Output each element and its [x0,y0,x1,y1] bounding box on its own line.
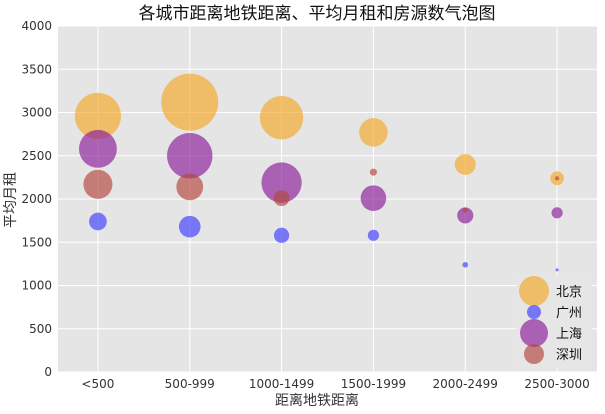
bubble-2-1 [89,212,107,231]
bubble-2-4 [367,229,380,241]
y-tick-label: 3500 [21,62,52,76]
bubble-4-1 [83,169,113,199]
x-tick-label: <500 [81,377,114,391]
bubble-1-5 [454,153,476,175]
y-tick-label: 1500 [21,235,52,249]
x-ticks: <500 500-999 1000-1499 1500-1999 2000-2499 25… [81,377,589,391]
bubble-3-2 [167,133,213,179]
bubble-4-4 [369,168,377,176]
y-tick-label: 4000 [21,19,52,33]
bubble-2-5 [462,261,469,268]
y-tick-label: 500 [29,322,52,336]
bubble-3-6 [551,207,563,219]
bubble-3-1 [78,129,117,168]
bubble-4-2 [176,173,204,201]
bubble-4-5 [462,207,468,213]
bubble-1-2 [161,73,219,131]
x-tick-label: 2000-2499 [433,377,498,391]
x-tick-label: 1500-1999 [341,377,406,391]
x-axis-label: 距离地铁距离 [275,392,359,409]
legend-label: 深圳 [556,348,582,363]
y-ticks: 0 500 1000 1500 2000 2500 3000 3500 4000 [21,19,52,379]
bubble-1-3 [259,96,304,140]
x-tick-label: 2500-3000 [524,377,589,391]
legend-marker [519,276,549,306]
x-tick-label: 1000-1499 [249,377,314,391]
legend-label: 北京 [556,285,582,300]
bubbles [74,73,564,272]
bubble-3-4 [360,185,387,211]
legend-marker [520,319,548,347]
y-tick-label: 3000 [21,106,52,120]
legend-label: 广州 [556,306,582,321]
y-tick-label: 1000 [21,279,52,293]
legend-label: 上海 [556,327,582,342]
x-tick-label: 500-999 [165,377,215,391]
y-axis-label: 平均月租 [3,172,19,228]
bubble-1-1 [74,92,121,140]
bubble-3-3 [261,162,302,203]
bubble-1-4 [359,118,388,147]
chart-title: 各城市距离地铁距离、平均月租和房源数气泡图 [139,4,496,24]
bubble-2-6 [555,268,559,272]
bubble-4-6 [554,176,560,181]
bubble-3-5 [457,207,474,224]
y-tick-label: 2000 [21,192,52,206]
bubble-2-2 [178,215,201,238]
y-tick-label: 0 [44,365,52,379]
bubble-4-3 [273,190,290,207]
y-tick-label: 2500 [21,149,52,163]
legend-marker [524,344,544,364]
bubble-2-3 [273,227,290,243]
legend-marker [527,305,541,319]
